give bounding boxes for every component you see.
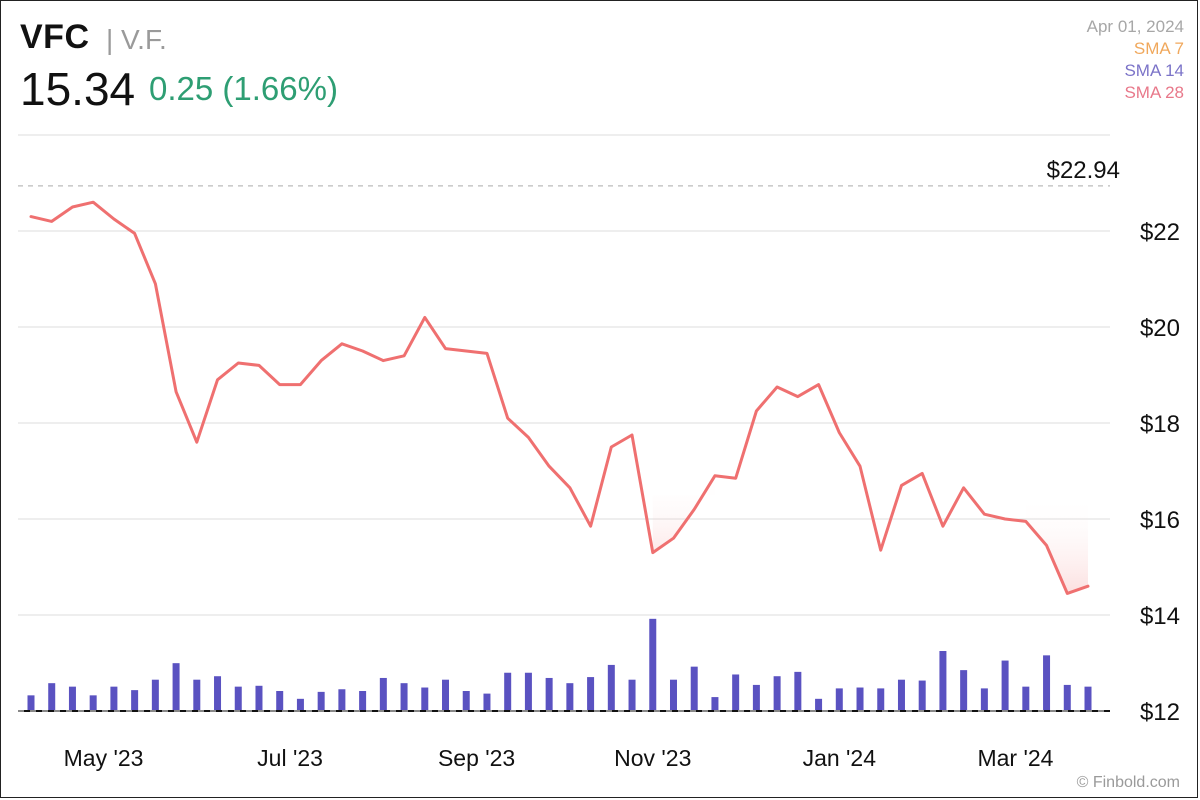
volume-bar <box>835 688 843 711</box>
volume-bar <box>131 690 139 711</box>
volume-bar <box>524 672 532 711</box>
volume-bar <box>276 691 284 711</box>
volume-bar <box>338 689 346 711</box>
volume-bar <box>1043 655 1051 711</box>
company-name: | V.F. <box>106 24 167 55</box>
volume-bar <box>587 677 595 711</box>
legend: Apr 01, 2024 SMA 7 SMA 14 SMA 28 <box>1087 16 1184 104</box>
volume-bar <box>773 676 781 711</box>
x-tick-label: Sep '23 <box>438 745 515 771</box>
current-price: 15.34 <box>20 63 136 115</box>
x-tick-label: Nov '23 <box>614 745 691 771</box>
volume-bar <box>628 679 636 711</box>
volume-bar <box>296 698 304 711</box>
volume-bar <box>421 687 429 711</box>
volume-bar <box>732 674 740 711</box>
volume-bar <box>1084 686 1092 711</box>
price-change: 0.25 (1.66%) <box>149 70 338 107</box>
volume-bar <box>359 691 367 711</box>
legend-item-sma28: SMA 28 <box>1124 83 1184 102</box>
volume-bar <box>151 679 159 711</box>
y-tick-label: $16 <box>1140 507 1180 534</box>
volume-bar <box>877 688 885 711</box>
volume-bar <box>960 670 968 711</box>
volume-bar <box>400 683 408 711</box>
y-tick-label: $14 <box>1140 603 1180 630</box>
volume-bar <box>607 664 615 711</box>
volume-bar <box>442 679 450 711</box>
volume-bar <box>172 663 180 711</box>
x-tick-label: Jan '24 <box>803 745 877 771</box>
volume-bar <box>566 683 574 711</box>
legend-item-sma7: SMA 7 <box>1133 39 1184 58</box>
volume-bar <box>317 691 325 711</box>
volume-bar <box>89 695 97 711</box>
volume-bar <box>68 686 76 711</box>
x-tick-label: Mar '24 <box>977 745 1053 771</box>
ticker-symbol: VFC <box>20 18 90 56</box>
volume-bar <box>980 688 988 711</box>
volume-bar <box>1063 684 1071 711</box>
volume-bar <box>193 679 201 711</box>
x-tick-label: Jul '23 <box>257 745 323 771</box>
legend-item-sma14: SMA 14 <box>1124 61 1184 80</box>
y-tick-label: $12 <box>1140 699 1180 726</box>
high-marker-label: $22.94 <box>1047 157 1120 184</box>
y-tick-label: $20 <box>1140 315 1180 342</box>
volume-bar <box>815 698 823 711</box>
volume-bar <box>110 686 118 711</box>
volume-bar <box>752 684 760 711</box>
volume-bar <box>1022 686 1030 711</box>
volume-bar <box>1001 660 1009 711</box>
volume-bar <box>856 687 864 711</box>
shade-area-nov <box>652 475 715 553</box>
volume-bar <box>255 685 263 711</box>
volume-bar <box>27 695 35 711</box>
volume-bar <box>234 686 242 711</box>
legend-date: Apr 01, 2024 <box>1086 17 1184 36</box>
volume-bar <box>214 676 222 711</box>
volume-bar <box>379 677 387 711</box>
volume-bar <box>545 677 553 711</box>
watermark: © Finbold.com <box>1076 774 1180 791</box>
volume-bar <box>649 618 657 711</box>
x-tick-label: May '23 <box>64 745 144 771</box>
volume-bar <box>483 693 491 711</box>
y-tick-label: $18 <box>1140 411 1180 438</box>
shade-area-mar <box>1025 495 1088 594</box>
volume-bar <box>690 666 698 711</box>
volume-bar <box>918 680 926 711</box>
volume-bar <box>669 679 677 711</box>
volume-bar <box>711 697 719 711</box>
volume-bar <box>504 672 512 711</box>
price-line <box>29 200 1090 595</box>
y-tick-label: $22 <box>1140 219 1180 246</box>
volume-bar <box>939 651 947 711</box>
volume-bar <box>794 671 802 711</box>
volume-bar <box>462 691 470 711</box>
volume-bar <box>48 683 56 711</box>
volume-bar <box>897 679 905 711</box>
